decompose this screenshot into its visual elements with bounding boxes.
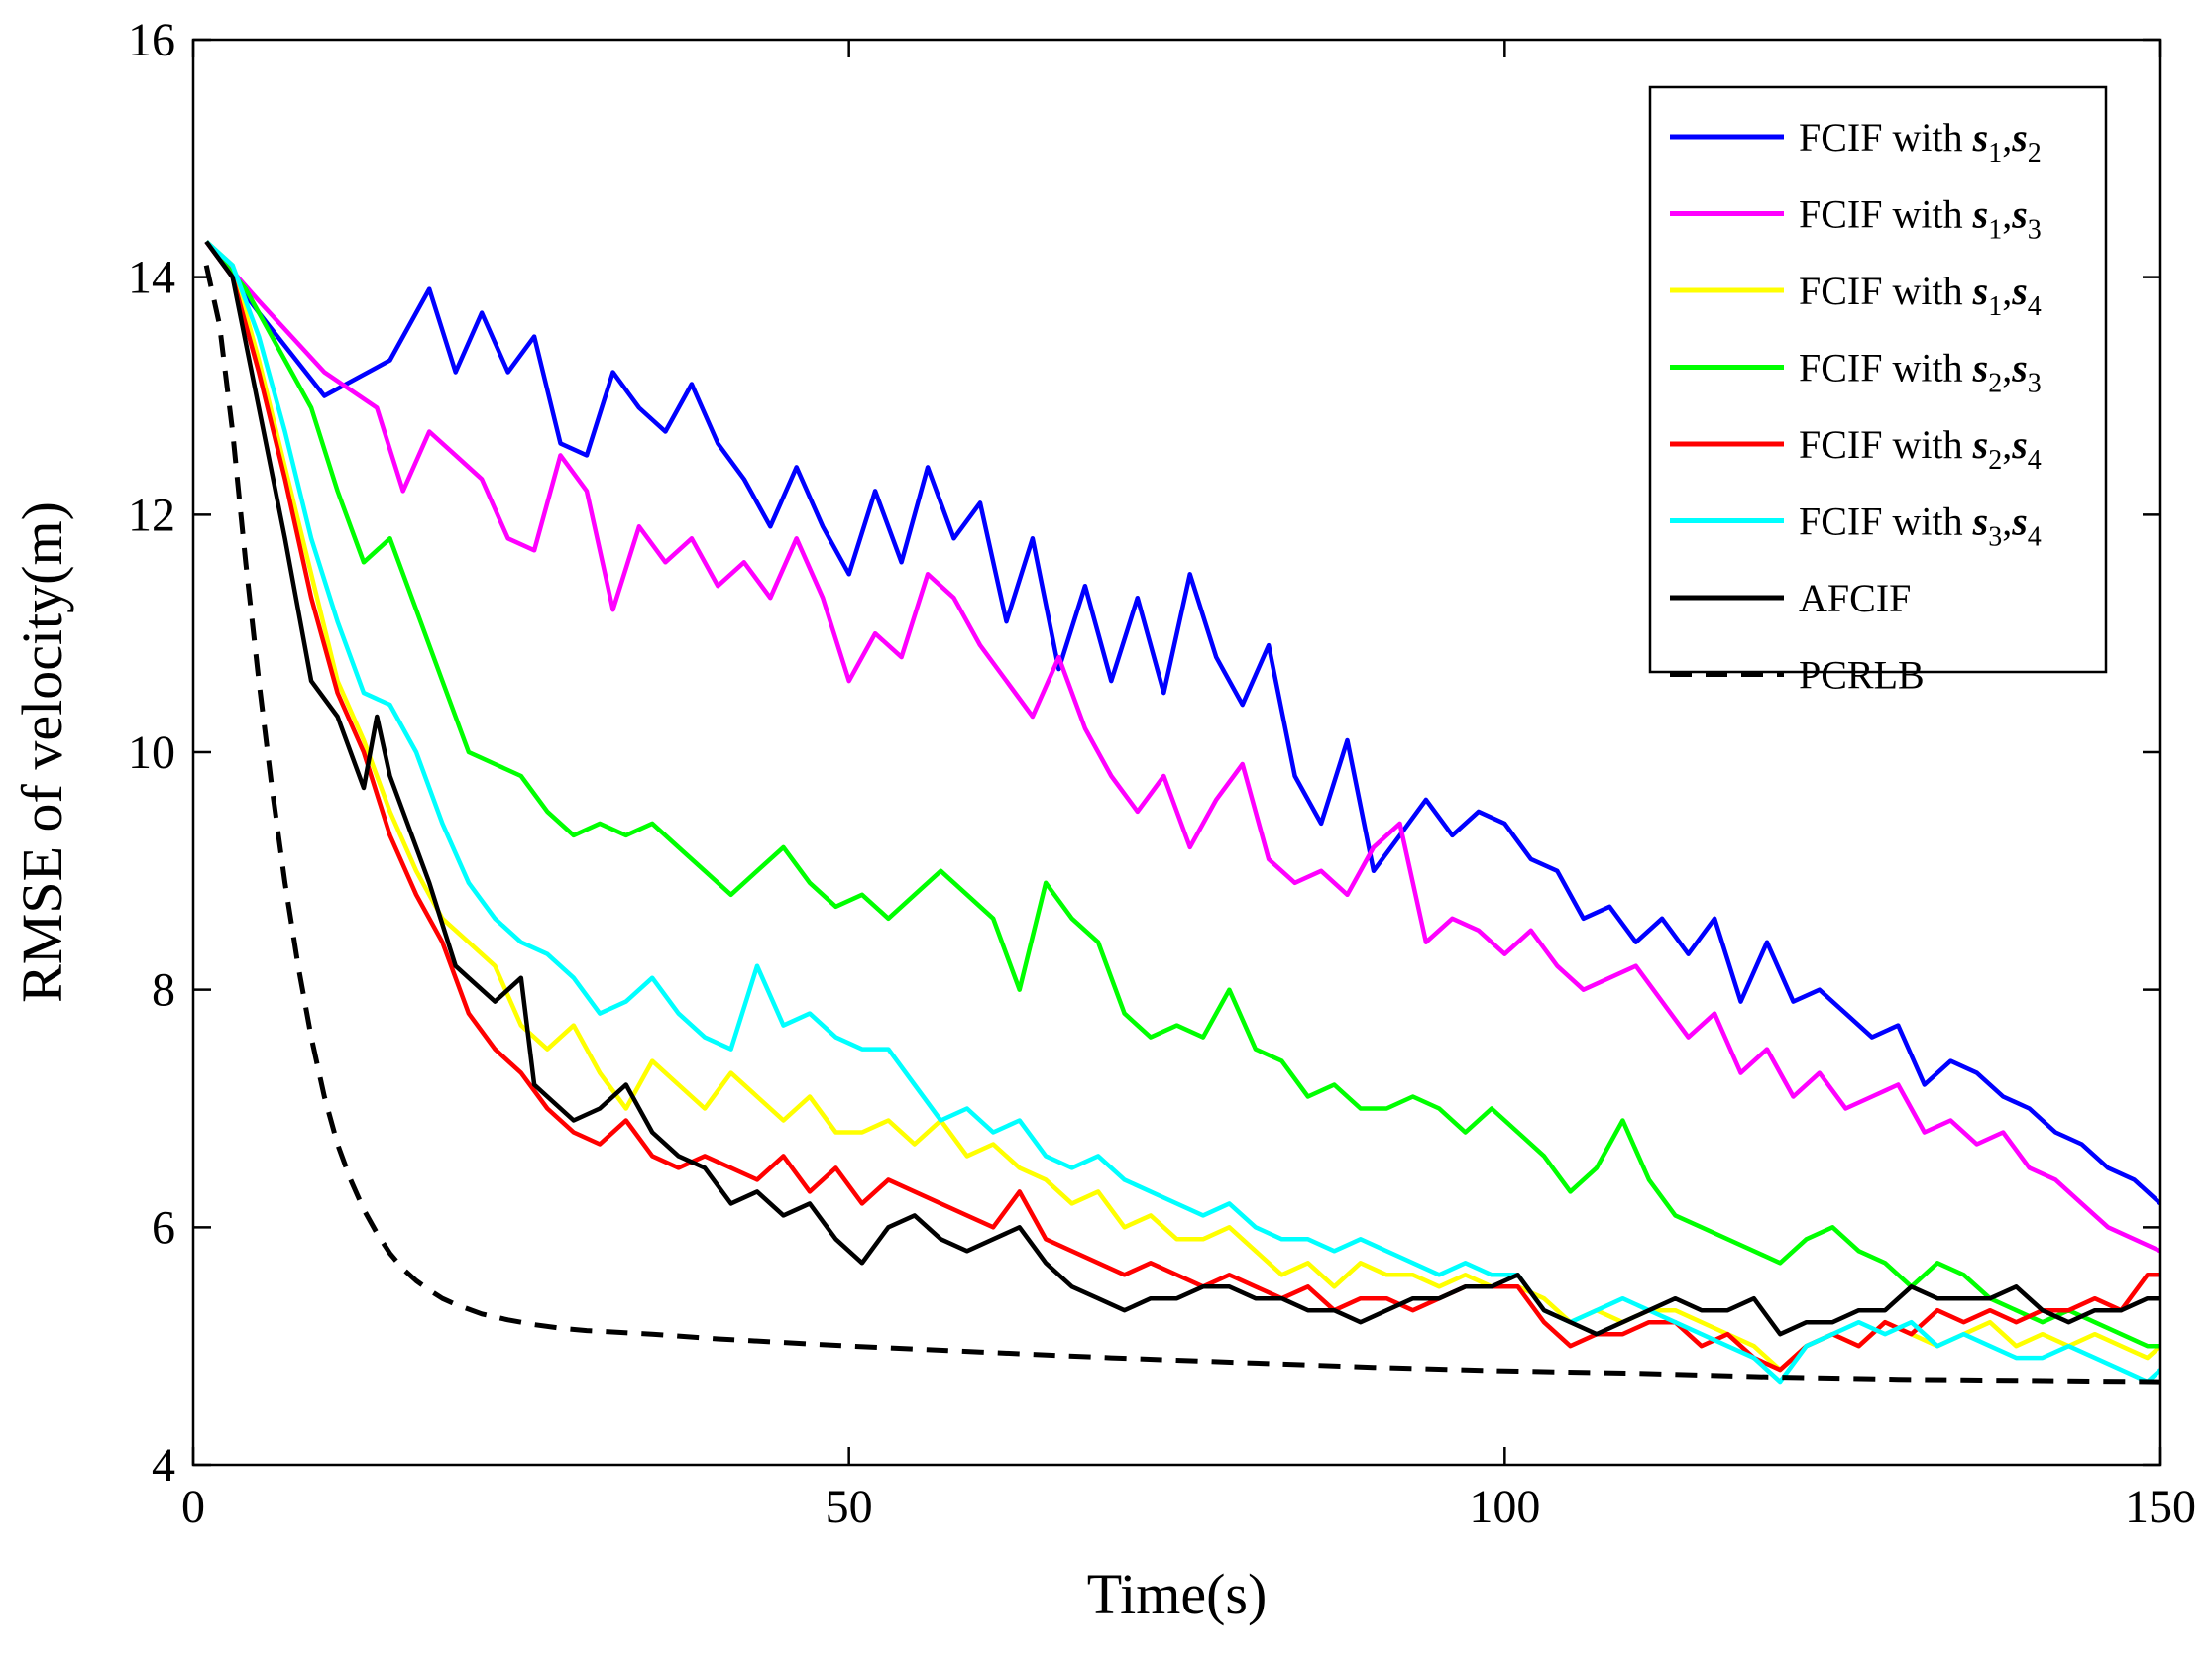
legend-label-8: PCRLB <box>1799 653 1925 698</box>
y-tick-label: 6 <box>152 1201 175 1254</box>
legend-label-3: FCIF with s1,s4 <box>1799 269 2042 322</box>
plot-lines <box>203 240 2160 1385</box>
legend: FCIF with s1,s2 FCIF with s1,s3 FCIF with … <box>1648 85 2108 698</box>
series-line-4 <box>204 240 2160 1349</box>
y-tick-label: 12 <box>128 489 175 541</box>
legend-label-2: FCIF with s1,s3 <box>1799 192 2042 246</box>
series-line-6 <box>204 240 2160 1385</box>
y-tick-label: 16 <box>128 14 175 66</box>
legend-box <box>1648 85 2108 674</box>
legend-label-5: FCIF with s2,s4 <box>1799 422 2042 476</box>
legend-label-6: FCIF with s3,s4 <box>1799 499 2042 553</box>
series-line-1 <box>204 240 2160 1206</box>
x-tick-label: 50 <box>826 1481 873 1533</box>
y-tick-label: 4 <box>152 1439 175 1492</box>
x-tick-label: 100 <box>1469 1481 1540 1533</box>
series-line-2 <box>204 240 2160 1254</box>
axis-ticks <box>191 38 2162 1467</box>
y-tick-label: 10 <box>128 726 175 779</box>
y-tick-label: 8 <box>152 964 175 1017</box>
series-line-7 <box>204 240 2160 1337</box>
axis-tick-labels: 0 50 100 150 4 6 8 10 12 14 16 <box>128 14 2196 1533</box>
x-tick-label: 0 <box>181 1481 205 1533</box>
legend-label-4: FCIF with s2,s3 <box>1799 346 2042 399</box>
x-axis-title: Time(s) <box>1087 1562 1268 1626</box>
legend-label-1: FCIF with s1,s2 <box>1799 115 2042 168</box>
y-tick-label: 14 <box>128 252 175 304</box>
series-line-8 <box>203 265 2160 1385</box>
y-axis-title: RMSE of velocity(m) <box>10 501 74 1003</box>
x-tick-label: 150 <box>2125 1481 2196 1533</box>
series-line-5 <box>204 240 2160 1373</box>
legend-label-7: AFCIF <box>1799 576 1911 620</box>
